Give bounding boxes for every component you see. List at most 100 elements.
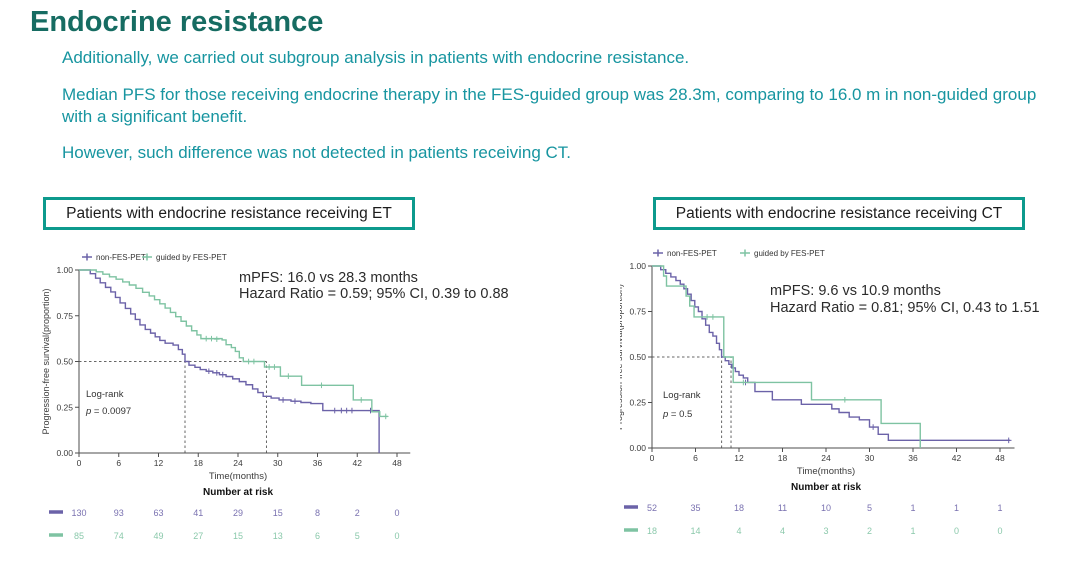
risk-count: 0: [954, 526, 959, 536]
svg-text:30: 30: [273, 458, 283, 468]
risk-count: 14: [690, 526, 700, 536]
svg-text:6: 6: [116, 458, 121, 468]
svg-text:42: 42: [952, 453, 962, 463]
risk-count: 35: [690, 503, 700, 513]
risk-count: 5: [867, 503, 872, 513]
svg-text:Log-rank: Log-rank: [86, 389, 124, 400]
km-curve-guided-by-fes-pet: [652, 265, 921, 448]
svg-text:48: 48: [392, 458, 402, 468]
body-paragraph-3: However, such difference was not detecte…: [62, 143, 572, 162]
legend-label: guided by FES-PET: [156, 253, 227, 262]
svg-text:0.00: 0.00: [56, 448, 73, 458]
risk-count: 5: [355, 531, 360, 541]
svg-text:p = 0.0097: p = 0.0097: [85, 406, 131, 417]
svg-text:0.25: 0.25: [629, 398, 646, 408]
censor-marks-non-fes-pet: [742, 379, 1012, 444]
risk-count: 29: [233, 508, 243, 518]
svg-text:24: 24: [233, 458, 243, 468]
censor-marks-non-fes-pet: [206, 368, 374, 414]
svg-text:0.50: 0.50: [56, 357, 73, 367]
tick-labels: 0 6 12 18 24 30 36 42 48 0.00 0.25 0.50 0.75 1.00: [629, 261, 1005, 463]
svg-text:p = 0.5: p = 0.5: [662, 409, 692, 420]
risk-count: 18: [647, 526, 657, 536]
km-curve-non-fes-pet: [79, 269, 380, 453]
legend-plus-icon: [82, 253, 92, 261]
risk-count: 74: [114, 531, 124, 541]
svg-text:24: 24: [821, 453, 831, 463]
risk-count: 15: [273, 508, 283, 518]
risk-count: 2: [867, 526, 872, 536]
legend-label: non-FES-PET: [667, 249, 717, 258]
x-axis-label: Time(months): [797, 466, 855, 477]
risk-count: 18: [734, 503, 744, 513]
risk-count: 27: [193, 531, 203, 541]
risk-count: 0: [997, 526, 1002, 536]
axes: [75, 269, 411, 457]
censor-marks-guided-by-fes-pet: [704, 314, 848, 403]
risk-count: 8: [315, 508, 320, 518]
svg-text:18: 18: [778, 453, 788, 463]
svg-text:48: 48: [995, 453, 1005, 463]
svg-text:0.50: 0.50: [629, 352, 646, 362]
svg-text:0: 0: [77, 458, 82, 468]
svg-text:Hazard Ratio = 0.59; 95% CI, 0: Hazard Ratio = 0.59; 95% CI, 0.39 to 0.8…: [239, 286, 509, 302]
legend-label: non-FES-PET: [96, 253, 146, 262]
median-dashed-lines: [652, 356, 732, 448]
svg-text:Log-rank: Log-rank: [663, 390, 701, 401]
risk-count: 52: [647, 503, 657, 513]
svg-text:1.00: 1.00: [629, 261, 646, 271]
risk-count: 41: [193, 508, 203, 518]
x-axis-label: Time(months): [209, 471, 267, 482]
body-paragraph-2: Median PFS for those receiving endocrine…: [62, 85, 1037, 126]
risk-count: 11: [778, 503, 787, 513]
svg-text:12: 12: [154, 458, 164, 468]
risk-count: 6: [315, 531, 320, 541]
risk-count: 13: [273, 531, 283, 541]
axes: [648, 265, 1015, 452]
km-plot-ct: 0 6 12 18 24 30 36 42 480.000.250.500.751.00Time…: [620, 249, 1040, 536]
km-plot-et: 0 6 12 18 24 30 36 42 48 0.00 0.25 0.50 0.75 1.00 Time…: [41, 253, 509, 541]
risk-count: 3: [823, 526, 828, 536]
svg-text:18: 18: [194, 458, 204, 468]
svg-text:36: 36: [313, 458, 323, 468]
risk-count: 1: [997, 503, 1002, 513]
risk-count: 10: [821, 503, 831, 513]
svg-text:mPFS: 9.6 vs 10.9 months: mPFS: 9.6 vs 10.9 months: [770, 283, 941, 299]
tick-labels: 0 6 12 18 24 30 36 42 48 0.00 0.25 0.50 0.75 1.00: [56, 265, 402, 468]
body-paragraph-1: Additionally, we carried out subgroup an…: [62, 48, 690, 67]
risk-count: 0: [394, 531, 399, 541]
y-axis-label: Progression-free survival(proportion): [620, 284, 624, 430]
logrank: Log-rank p = 0.0097: [85, 389, 131, 417]
svg-text:12: 12: [734, 453, 744, 463]
page-title: Endocrine resistance: [30, 6, 324, 38]
number-at-risk-title: Number at risk: [203, 487, 273, 498]
svg-text:1.00: 1.00: [56, 265, 73, 275]
legend-plus-icon: [653, 249, 663, 257]
svg-text:0.00: 0.00: [629, 443, 646, 453]
risk-count: 0: [394, 508, 399, 518]
risk-count: 85: [74, 531, 84, 541]
svg-text:Hazard Ratio = 0.81; 95% CI, 0: Hazard Ratio = 0.81; 95% CI, 0.43 to 1.5…: [770, 300, 1040, 316]
risk-count: 1: [954, 503, 959, 513]
risk-count: 4: [736, 526, 741, 536]
svg-text:mPFS: 16.0 vs 28.3 months: mPFS: 16.0 vs 28.3 months: [239, 270, 418, 286]
svg-text:36: 36: [908, 453, 918, 463]
legend: non-FES-PET guided by FES-PET: [82, 253, 227, 262]
svg-text:0.75: 0.75: [629, 307, 646, 317]
median-dashed-lines: [79, 361, 267, 453]
number-at-risk-title: Number at risk: [791, 482, 861, 493]
risk-count: 1: [910, 526, 915, 536]
y-axis-label: Progression-free survival(proportion): [41, 288, 51, 434]
risk-count: 49: [153, 531, 163, 541]
legend-plus-icon: [740, 249, 750, 257]
logrank: Log-rank p = 0.5: [662, 390, 701, 420]
risk-count: 2: [355, 508, 360, 518]
svg-text:0.75: 0.75: [56, 311, 73, 321]
svg-text:0.25: 0.25: [56, 402, 73, 412]
risk-count: 15: [233, 531, 243, 541]
